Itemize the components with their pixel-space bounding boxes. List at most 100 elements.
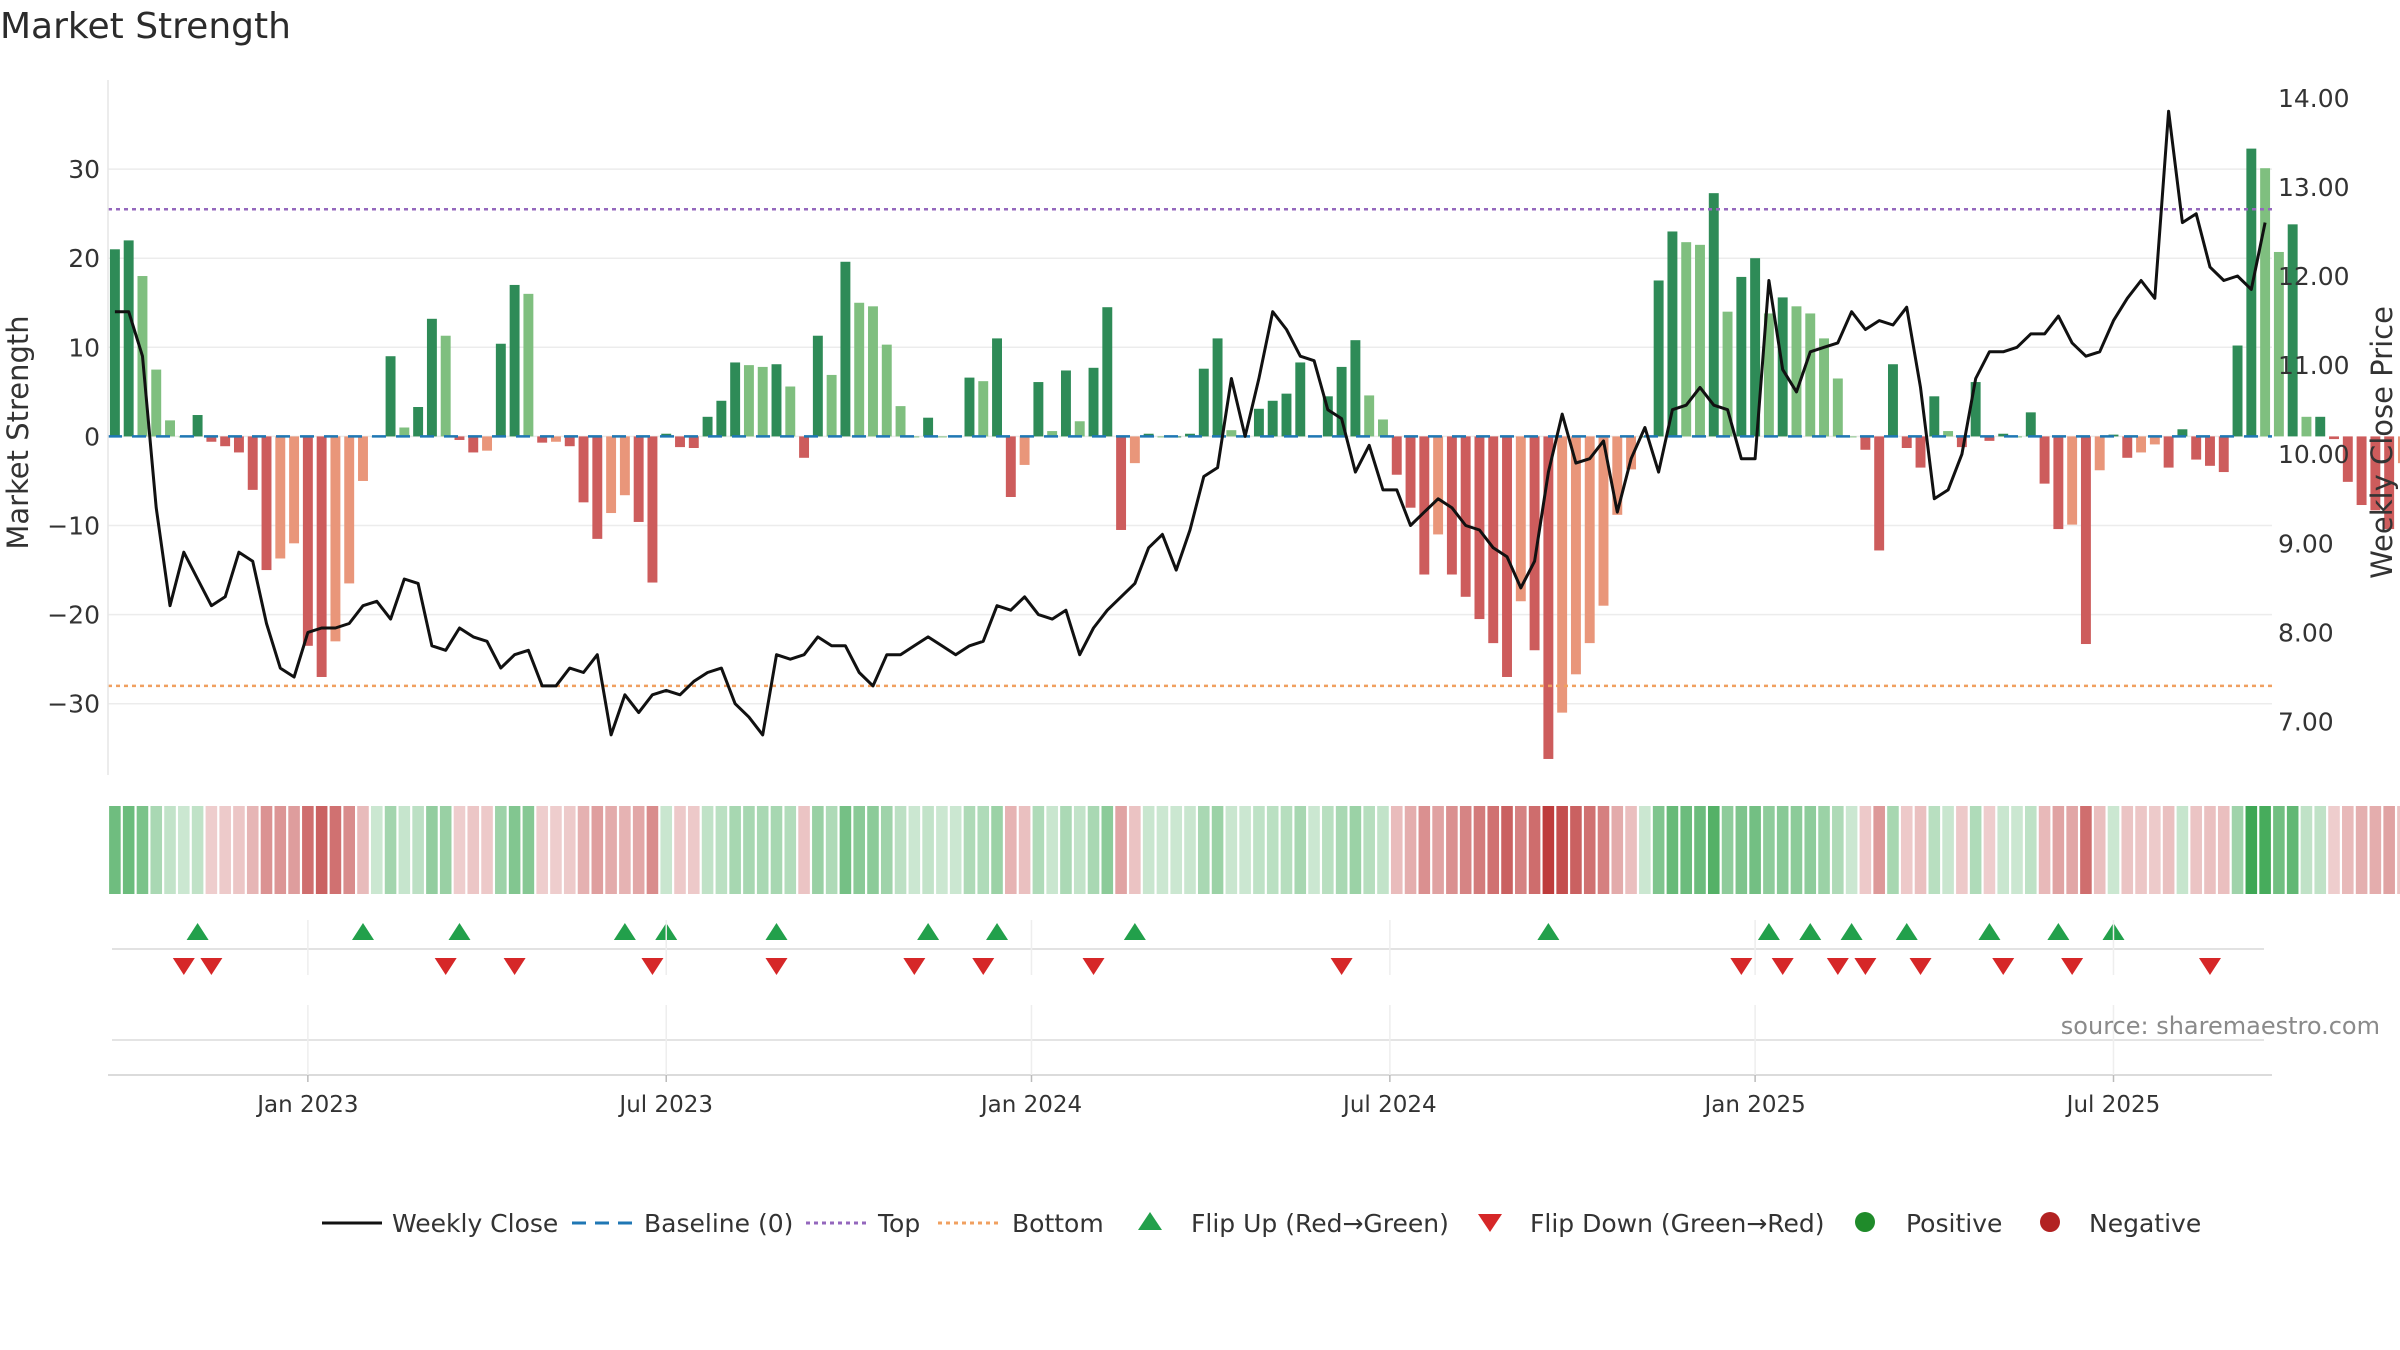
strength-bar xyxy=(537,436,548,443)
heat-cell xyxy=(260,806,273,894)
strength-bar xyxy=(1378,419,1388,437)
flip-down-marker xyxy=(1082,958,1105,975)
heat-cell xyxy=(536,806,548,894)
strength-bar xyxy=(1846,436,1857,438)
heat-cell xyxy=(2135,806,2147,894)
flip-up-marker xyxy=(1840,923,1863,940)
chart-canvas: 30 20 10 0 −10 −20 −30 14.00 13.00 12.00 11.00 10.0… xyxy=(1,80,2400,1118)
strength-bar xyxy=(757,366,768,437)
heat-cell xyxy=(1390,806,1403,894)
strength-bar xyxy=(385,356,396,437)
strength-bar xyxy=(151,369,162,437)
flip-up-marker xyxy=(186,923,209,940)
strength-bar xyxy=(1874,436,1885,551)
heat-cell xyxy=(1818,806,1830,894)
strength-bar xyxy=(992,338,1002,437)
heat-cell xyxy=(1280,806,1293,894)
strength-bar xyxy=(358,436,368,481)
strength-bar xyxy=(1433,436,1444,535)
strength-bar xyxy=(2191,436,2202,460)
flip-up-marker xyxy=(351,923,374,940)
strength-bar xyxy=(1722,311,1733,437)
strength-bar xyxy=(123,240,134,437)
heat-cell xyxy=(2397,806,2400,894)
heat-cell xyxy=(812,806,824,894)
flip-up-marker xyxy=(2047,923,2070,940)
heat-cell xyxy=(949,806,962,894)
heat-cell xyxy=(508,806,521,894)
heat-cell xyxy=(1721,806,1734,894)
strength-bar xyxy=(1047,431,1058,437)
heat-cell xyxy=(632,806,645,894)
heat-cell xyxy=(798,806,810,894)
heat-cell xyxy=(2286,806,2299,894)
strength-bar xyxy=(771,364,782,437)
flip-down-marker xyxy=(2198,958,2221,975)
strength-bar xyxy=(1901,436,1912,448)
strength-bar xyxy=(1695,244,1705,437)
strength-bar xyxy=(606,436,617,514)
flip-markers xyxy=(112,923,2264,975)
strength-bar xyxy=(1984,436,1995,441)
strength-bar xyxy=(2053,436,2064,530)
heat-cell xyxy=(1969,806,1982,894)
heat-cell xyxy=(1197,806,1210,894)
flip-up-marker xyxy=(917,923,940,940)
strength-bar xyxy=(1667,231,1678,437)
strength-bar xyxy=(165,420,175,437)
strength-bar xyxy=(1474,436,1485,620)
strength-bar xyxy=(413,407,424,437)
heat-cell xyxy=(1253,806,1265,894)
strength-bar xyxy=(1281,393,1292,437)
legend-bottom-label: Bottom xyxy=(1012,1209,1104,1238)
heat-cell xyxy=(246,806,259,894)
strength-bar xyxy=(2094,436,2105,471)
x-tick-label: Jan 2024 xyxy=(979,1092,1082,1118)
strength-bar xyxy=(1322,396,1333,437)
y-tick-left: 0 xyxy=(84,422,100,451)
heat-cell xyxy=(384,806,397,894)
strength-bar xyxy=(454,436,465,440)
heat-cell xyxy=(577,806,590,894)
heat-cell xyxy=(164,806,176,894)
heat-cell xyxy=(1266,806,1279,894)
strength-bar xyxy=(2163,436,2174,468)
y-tick-right: 10.00 xyxy=(2278,440,2350,469)
heat-cell xyxy=(853,806,865,894)
heat-cell xyxy=(1804,806,1817,894)
heat-cell xyxy=(1928,806,1941,894)
strength-bar xyxy=(1956,436,1967,448)
heat-cell xyxy=(1129,806,1141,894)
heat-cell xyxy=(674,806,686,894)
strength-bar xyxy=(344,436,355,584)
heat-cell xyxy=(2355,806,2368,894)
strength-bar xyxy=(633,436,644,522)
heat-cell xyxy=(784,806,797,894)
heat-cell xyxy=(1184,806,1196,894)
legend-top-label: Top xyxy=(877,1209,920,1238)
heat-cell xyxy=(1832,806,1844,894)
strength-bar xyxy=(1295,362,1306,437)
heat-cell xyxy=(1666,806,1679,894)
heat-cell xyxy=(1473,806,1486,894)
heat-cell xyxy=(1956,806,1968,894)
heat-cell xyxy=(1225,806,1238,894)
weekly-close-line xyxy=(114,109,2267,737)
strength-bar xyxy=(1832,378,1843,437)
heat-cell xyxy=(233,806,245,894)
strength-bar xyxy=(2356,436,2367,506)
y-tick-left: −30 xyxy=(47,690,100,719)
strength-bar xyxy=(2287,224,2298,437)
heat-cell xyxy=(1142,806,1155,894)
heat-cell xyxy=(2052,806,2065,894)
strength-bar xyxy=(730,362,741,437)
heat-cell xyxy=(2162,806,2175,894)
heat-cell xyxy=(756,806,769,894)
heat-cell xyxy=(1597,806,1610,894)
heat-cell xyxy=(1887,806,1899,894)
strength-bar xyxy=(619,436,630,496)
strength-bar xyxy=(840,261,851,437)
strength-bar xyxy=(2260,168,2271,437)
strength-bar xyxy=(2370,436,2381,511)
heat-cell xyxy=(1018,806,1031,894)
